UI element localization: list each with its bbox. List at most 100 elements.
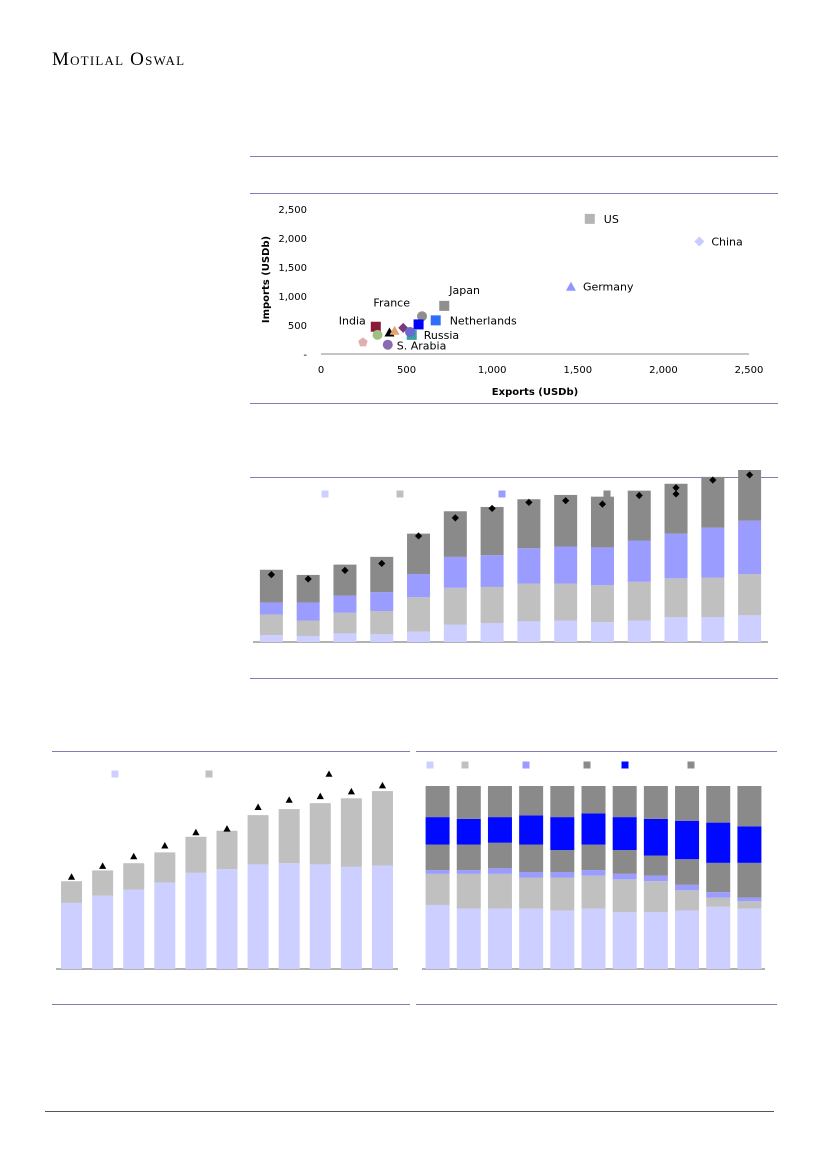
x-tick-label: 0 [318,365,324,376]
bar-segment [738,615,762,642]
bar-segment [643,875,668,882]
section-rule-3-top [52,751,410,752]
bar-segment [61,881,83,903]
x-tick-label: 1,000 [478,365,507,376]
point-label: Netherlands [450,314,517,327]
bar-segment [309,803,331,865]
bar-segment [627,540,651,582]
total-marker [347,787,355,795]
scatter-point [439,300,450,311]
bar-segment [737,786,762,827]
bar-segment [278,809,300,864]
x-axis-title: Exports (USDb) [492,387,578,398]
scatter-point [389,325,400,335]
bar-segment [643,786,668,819]
bar-segment [296,635,320,642]
total-marker [635,491,643,500]
scatter-point [584,213,595,224]
bar-segment [517,499,541,549]
bar-segment [737,908,762,969]
point-label: US [604,213,619,226]
bar-segment [519,844,544,873]
scatter-point [413,319,424,330]
total-marker [341,566,349,574]
bar-segment [487,786,512,818]
bar-segment [664,483,688,534]
point-label: France [373,296,410,309]
bar-segment [296,602,320,621]
legend-swatch [687,761,695,769]
total-marker [488,504,496,513]
total-marker [746,471,754,479]
total-marker [254,803,262,810]
bar-segment [407,533,431,575]
legend-swatch [321,490,329,498]
bar-segment [340,798,362,867]
bar-segment [247,815,269,865]
legend-swatch [672,490,680,498]
bar-segment [612,873,637,880]
scatter-point [565,281,576,291]
bar-segment [61,902,83,969]
bar-segment [675,820,700,860]
bar-segment [370,556,394,593]
bar-segment [612,879,637,913]
scatter-point [358,337,368,347]
bar-segment [737,897,762,902]
bar-segment [259,614,283,636]
bar-segment [706,786,731,823]
bar-segment [550,786,575,818]
bar-segment [456,844,481,871]
bar-segment [554,620,578,642]
bar-segment [517,621,541,642]
total-marker [223,825,231,832]
y-tick-label: 500 [288,321,307,332]
bar-segment [487,842,512,869]
total-marker [285,796,293,803]
bar-segment [590,622,614,642]
bar-segment [456,908,481,969]
bar-segment [216,830,238,870]
bar-segment [480,623,504,642]
bar-segment [581,908,606,969]
bar-segment [519,877,544,909]
bar-segment [425,873,450,905]
bar-segment [517,548,541,584]
y-tick-label: 1,500 [278,263,307,274]
point-label: India [339,315,366,328]
point-label: Russia [424,329,459,342]
legend-swatch [325,770,333,777]
bar-segment [371,791,393,866]
scatter-point [417,311,428,322]
y-tick-label: 2,500 [278,205,307,216]
scatter-point [694,236,705,247]
bar-segment [425,817,450,845]
bar-segment [333,612,357,634]
bar-segment [627,620,651,642]
bar-segment [612,850,637,874]
bar-segment [590,547,614,586]
total-marker [378,781,387,789]
section-rule-2-bottom [250,678,778,679]
bar-segment [675,786,700,821]
y-tick-label: 2,000 [278,234,307,245]
bar-segment [309,864,331,969]
bar-segment [675,884,700,891]
total-marker [304,575,312,583]
legend-swatch [461,761,469,769]
x-tick-label: 500 [397,365,416,376]
total-marker [161,841,169,849]
bar-segment [425,786,450,818]
total-marker [378,559,386,568]
legend-swatch [498,490,506,498]
bar-segment [519,815,544,845]
legend-swatch [426,761,434,769]
bar-segment [519,872,544,878]
section-rule-1-mid [250,193,778,194]
section-rule-4-top [416,751,777,752]
legend-swatch [621,761,629,769]
bar-segment [581,813,606,845]
bar-segment [443,556,467,588]
